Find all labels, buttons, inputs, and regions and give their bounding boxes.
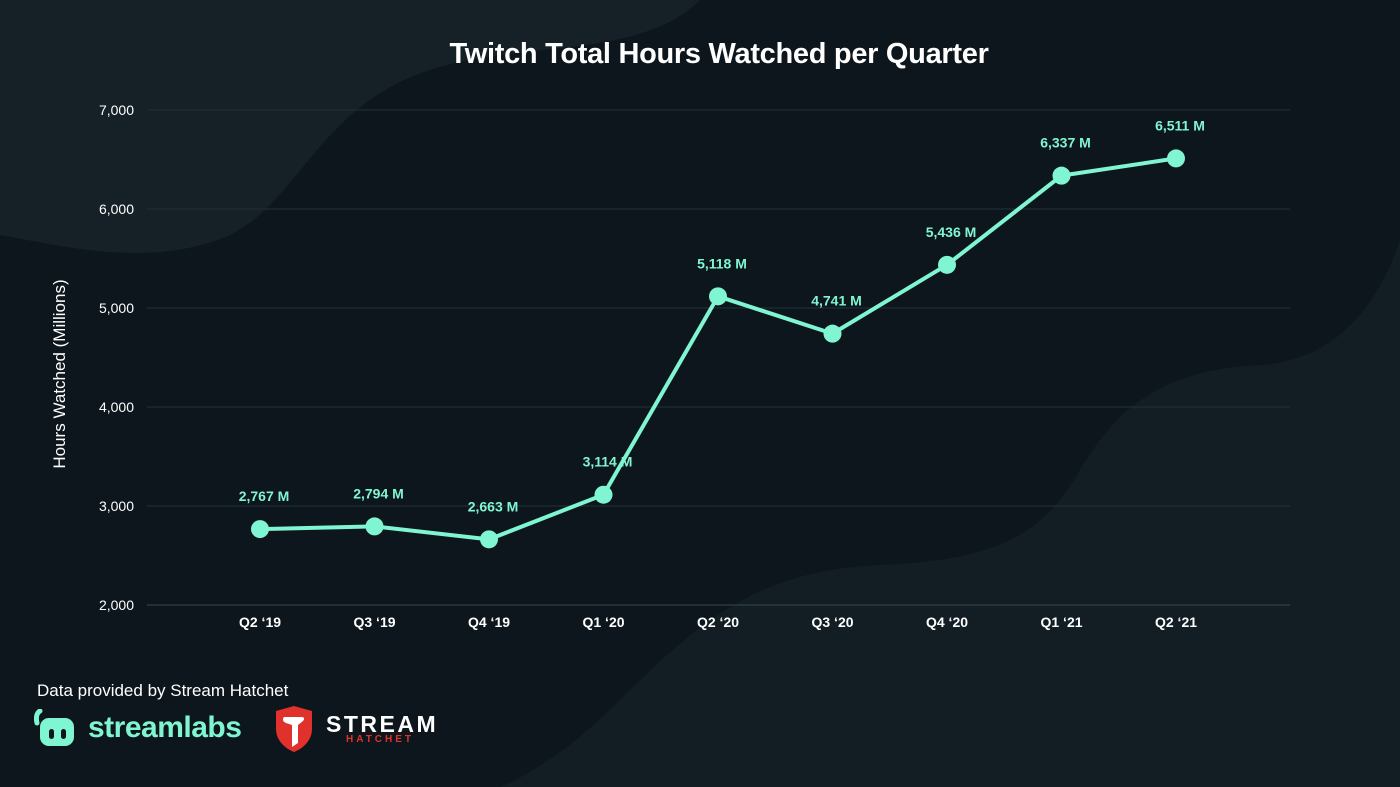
data-label: 2,663 M	[468, 498, 519, 514]
y-tick-label: 6,000	[99, 201, 134, 217]
y-tick-label: 2,000	[99, 597, 134, 613]
y-axis-ticks: 2,000 3,000 4,000 5,000 6,000 7,000	[99, 102, 134, 613]
data-point	[709, 287, 727, 306]
streamlabs-face-icon	[34, 709, 74, 746]
data-point	[823, 324, 842, 343]
data-label: 6,511 M	[1155, 117, 1205, 133]
x-axis-ticks: Q2 ‘19 Q3 ‘19 Q4 ‘19 Q1 ‘20 Q2 ‘20 Q3 ‘20 Q4 ‘…	[239, 614, 1197, 630]
chart-title: Twitch Total Hours Watched per Quarter	[449, 38, 989, 70]
data-point	[594, 485, 613, 504]
x-tick-label: Q4 ‘19	[468, 614, 510, 630]
y-tick-label: 5,000	[99, 300, 134, 316]
y-axis-label: Hours Watched (Millions)	[50, 279, 69, 469]
y-tick-label: 7,000	[99, 102, 134, 118]
stream-hatchet-wordmark: STREAM	[326, 711, 439, 737]
data-label: 2,767 M	[239, 488, 290, 504]
gridlines	[147, 109, 1290, 606]
data-label: 5,118 M	[697, 255, 747, 271]
data-label: 6,337 M	[1040, 135, 1091, 151]
hatchet-shield-icon	[276, 706, 312, 752]
series-line	[259, 156, 1177, 542]
data-label: 5,436 M	[926, 224, 977, 240]
stream-hatchet-subtitle: HATCHET	[346, 734, 415, 745]
data-point	[1167, 149, 1185, 168]
x-tick-label: Q1 ‘21	[1040, 614, 1082, 630]
series-line	[259, 156, 1177, 542]
x-tick-label: Q3 ‘19	[353, 614, 395, 630]
data-labels: 2,767 M 2,794 M 2,663 M 3,114 M 5,118 M 4,741…	[239, 117, 1205, 514]
data-point	[251, 520, 269, 539]
source-credit: Data provided by Stream Hatchet	[37, 681, 289, 700]
y-tick-label: 3,000	[99, 498, 134, 514]
x-tick-label: Q3 ‘20	[811, 614, 853, 630]
x-tick-label: Q2 ‘20	[697, 614, 739, 630]
data-point	[480, 530, 498, 549]
x-tick-label: Q2 ‘19	[239, 614, 281, 630]
data-point	[1052, 166, 1071, 185]
y-tick-label: 4,000	[99, 399, 134, 415]
series-points	[251, 149, 1185, 549]
data-point	[365, 517, 384, 536]
x-tick-label: Q2 ‘21	[1155, 614, 1197, 630]
data-label: 4,741 M	[811, 293, 862, 309]
x-tick-label: Q1 ‘20	[582, 614, 624, 630]
data-label: 3,114 M	[583, 454, 633, 470]
x-tick-label: Q4 ‘20	[926, 614, 968, 630]
data-point	[938, 255, 956, 274]
data-label: 2,794 M	[353, 485, 404, 501]
streamlabs-wordmark: streamlabs	[88, 711, 242, 744]
